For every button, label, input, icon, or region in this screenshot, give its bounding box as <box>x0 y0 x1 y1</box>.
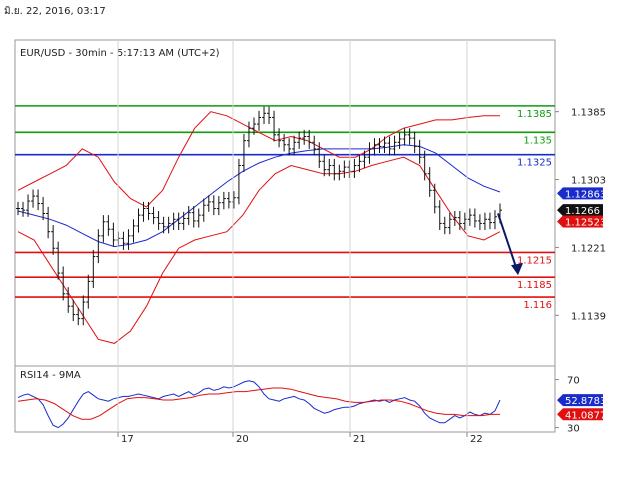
rsi-badge <box>557 394 603 407</box>
y-tick-label: 1.1303 <box>571 176 606 187</box>
price-pane: 1.1385 1.1303 1.1221 1.1139 1.1385 1.135 1.132… <box>15 105 606 344</box>
level-label: 1.1185 <box>517 280 552 291</box>
chart-title: EUR/USD - 30min - 5:17:13 AM (UTC+2) <box>20 48 220 59</box>
price-badge <box>557 204 603 217</box>
rsi-pane: 70 30 52.8783 41.0877 <box>17 376 606 435</box>
level-label: 1.135 <box>523 135 552 146</box>
y-tick-label: 1.1221 <box>571 243 606 254</box>
bollinger-upper-line <box>17 111 500 208</box>
x-tick-label: 22 <box>470 434 483 445</box>
rsi-line <box>17 380 501 429</box>
rsi-badge-label: 41.0877 <box>565 410 606 421</box>
rsi-y-tick-label: 30 <box>567 424 580 435</box>
level-label: 1.1385 <box>517 109 552 120</box>
x-tick-label: 17 <box>121 434 134 445</box>
rsi-ma-line <box>17 387 500 420</box>
level-label: 1.1325 <box>517 158 552 169</box>
rsi-badge <box>557 408 603 421</box>
price-badge-label: 1.12523 <box>565 218 606 229</box>
price-badge <box>557 187 603 200</box>
bollinger-lower-line <box>17 156 501 344</box>
level-label: 1.116 <box>523 300 552 311</box>
y-tick-label: 1.1385 <box>571 108 606 119</box>
forecast-arrow <box>497 213 519 274</box>
chart-frame <box>14 39 556 433</box>
price-badge <box>557 215 603 228</box>
price-badge-label: 1.1266 <box>565 206 600 217</box>
y-tick-label: 1.1139 <box>571 311 606 322</box>
rsi-title: RSI14 - 9MA <box>20 370 81 381</box>
price-badge-label: 1.12863 <box>565 189 606 200</box>
forecast-arrow-head <box>511 263 523 276</box>
rsi-badge-label: 52.8783 <box>565 396 606 407</box>
timestamp: มิ.ย. 22, 2016, 03:17 <box>4 6 106 17</box>
x-axis: 17 20 21 22 <box>117 40 483 445</box>
level-label: 1.1215 <box>517 255 552 266</box>
rsi-y-tick-label: 70 <box>567 376 580 387</box>
x-tick-label: 20 <box>236 434 249 445</box>
x-tick-label: 21 <box>353 434 366 445</box>
